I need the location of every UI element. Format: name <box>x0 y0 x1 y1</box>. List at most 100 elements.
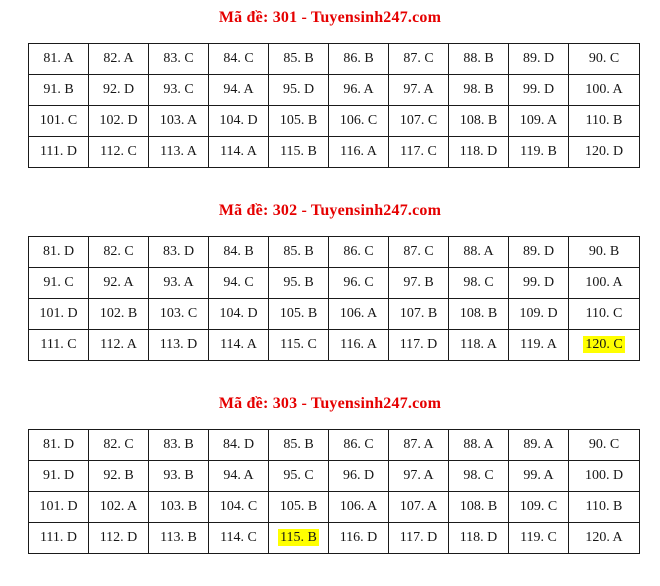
answer-text: 97. A <box>403 82 434 97</box>
answer-cell: 90. B <box>568 236 640 268</box>
answer-text: 96. D <box>342 468 375 483</box>
answer-text: 89. A <box>523 437 554 452</box>
answer-text: 112. D <box>99 530 138 545</box>
answer-cell: 113. B <box>148 522 209 554</box>
answer-cell: 90. C <box>568 429 640 461</box>
answer-text: 96. C <box>343 275 374 290</box>
answer-text: 112. C <box>100 144 137 159</box>
answer-text: 89. D <box>522 244 555 259</box>
answer-text: 104. D <box>219 113 258 128</box>
answer-text: 107. C <box>399 113 438 128</box>
answer-text: 84. D <box>222 437 255 452</box>
answer-text: 100. A <box>585 275 623 290</box>
answer-cell: 85. B <box>268 236 329 268</box>
answer-text: 102. B <box>99 306 138 321</box>
answer-text: 85. B <box>283 51 314 66</box>
answer-text: 106. A <box>339 499 378 514</box>
answer-text: 106. C <box>339 113 378 128</box>
answer-cell: 104. D <box>208 105 269 137</box>
answer-text: 115. B <box>280 144 317 159</box>
answer-cell: 101. D <box>28 298 89 330</box>
answer-cell: 98. C <box>448 460 509 492</box>
answer-cell: 117. C <box>388 136 449 168</box>
answer-cell: 81. D <box>28 429 89 461</box>
answer-cell: 81. D <box>28 236 89 268</box>
answer-cell: 85. B <box>268 429 329 461</box>
table-row: 81. D 82. C 83. D 84. B 85. B 86. C 87. C 88. A… <box>28 236 640 268</box>
answer-cell: 97. A <box>388 460 449 492</box>
answer-cell: 114. A <box>208 329 269 361</box>
answer-text: 102. D <box>99 113 138 128</box>
answer-text: 116. A <box>340 337 377 352</box>
answer-cell: 83. B <box>148 429 209 461</box>
answer-table-302: 81. D 82. C 83. D 84. B 85. B 86. C 87. C 88. A… <box>28 236 640 361</box>
answer-cell: 119. C <box>508 522 569 554</box>
answer-cell: 82. A <box>88 43 149 75</box>
answer-cell: 115. C <box>268 329 329 361</box>
answer-cell: 110. B <box>568 491 640 523</box>
answer-cell: 88. B <box>448 43 509 75</box>
answer-cell: 107. B <box>388 298 449 330</box>
answer-cell: 109. D <box>508 298 569 330</box>
answer-cell: 83. C <box>148 43 209 75</box>
answer-cell: 116. A <box>328 136 389 168</box>
answer-cell: 108. B <box>448 105 509 137</box>
answer-cell: 120. A <box>568 522 640 554</box>
answer-text: 119. A <box>520 337 557 352</box>
answer-text: 119. B <box>520 144 557 159</box>
table-row: 81. A 82. A 83. C 84. C 85. B 86. B 87. C 88. B… <box>28 43 640 75</box>
answer-cell: 88. A <box>448 236 509 268</box>
table-row: 111. D 112. C 113. A 114. A 115. B 116. A 117.… <box>28 136 640 168</box>
section-title-302: Mã đề: 302 - Tuyensinh247.com <box>218 202 442 219</box>
answer-text: 93. B <box>163 468 194 483</box>
answer-cell: 83. D <box>148 236 209 268</box>
answer-text: 94. C <box>223 275 254 290</box>
answer-cell: 92. D <box>88 74 149 106</box>
answer-text: 83. C <box>163 51 194 66</box>
answer-section-302: Mã đề: 302 - Tuyensinh247.com 81. D 82. C… <box>0 201 660 361</box>
answer-cell: 102. A <box>88 491 149 523</box>
answer-cell: 105. B <box>268 105 329 137</box>
answer-cell: 103. C <box>148 298 209 330</box>
answer-text: 105. B <box>279 306 318 321</box>
answer-cell: 101. D <box>28 491 89 523</box>
answer-cell: 114. A <box>208 136 269 168</box>
answer-text: 100. D <box>584 468 624 483</box>
answer-text: 107. A <box>399 499 438 514</box>
answer-cell: 115. B <box>268 136 329 168</box>
answer-cell: 102. D <box>88 105 149 137</box>
answer-cell: 113. D <box>148 329 209 361</box>
answer-cell: 88. A <box>448 429 509 461</box>
answer-text: 101. C <box>39 113 78 128</box>
answer-cell: 99. D <box>508 74 569 106</box>
answer-text: 109. A <box>519 113 558 128</box>
answer-text: 117. C <box>400 144 437 159</box>
answer-cell: 112. C <box>88 136 149 168</box>
answer-cell: 89. A <box>508 429 569 461</box>
section-title-303: Mã đề: 303 - Tuyensinh247.com <box>218 395 442 412</box>
answer-text: 85. B <box>283 244 314 259</box>
answer-cell: 110. B <box>568 105 640 137</box>
answer-cell: 118. A <box>448 329 509 361</box>
answer-cell: 100. A <box>568 267 640 299</box>
answer-text: 109. D <box>519 306 558 321</box>
answer-text: 81. D <box>42 437 75 452</box>
answer-cell: 87. C <box>388 236 449 268</box>
answer-cell: 106. A <box>328 491 389 523</box>
answer-cell: 104. D <box>208 298 269 330</box>
answer-text: 94. A <box>223 468 254 483</box>
answer-text: 98. C <box>463 468 494 483</box>
answer-table-body: 81. A 82. A 83. C 84. C 85. B 86. B 87. C 88. B… <box>28 43 640 168</box>
table-row: 101. C 102. D 103. A 104. D 105. B 106. C 107.… <box>28 105 640 137</box>
answer-cell: 94. A <box>208 460 269 492</box>
answer-cell: 90. C <box>568 43 640 75</box>
answer-cell: 112. A <box>88 329 149 361</box>
answer-cell: 109. A <box>508 105 569 137</box>
highlighted-answer-text: 115. B <box>278 529 319 546</box>
answer-text: 110. C <box>585 306 623 321</box>
answer-text: 83. D <box>162 244 195 259</box>
answer-cell: 109. C <box>508 491 569 523</box>
answer-section-303: Mã đề: 303 - Tuyensinh247.com 81. D 82. C… <box>0 394 660 554</box>
answer-cell: 84. C <box>208 43 269 75</box>
answer-text: 107. B <box>399 306 438 321</box>
